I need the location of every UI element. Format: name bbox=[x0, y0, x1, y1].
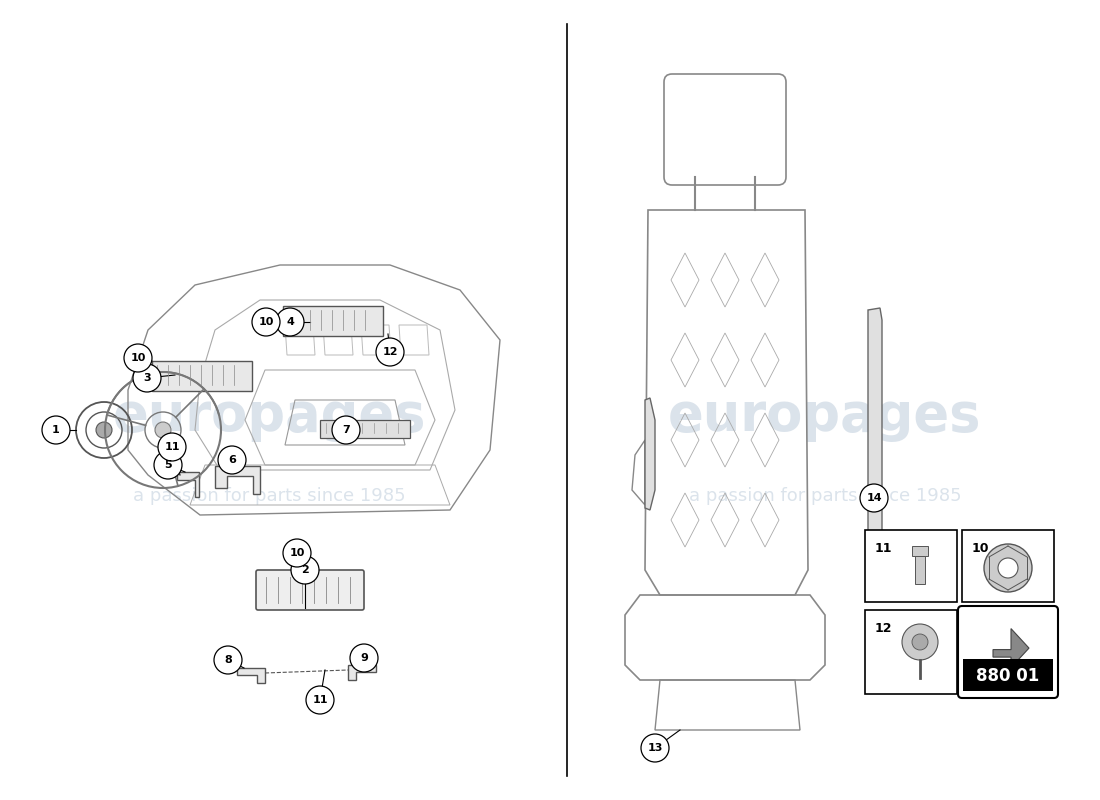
Circle shape bbox=[214, 646, 242, 674]
Circle shape bbox=[998, 558, 1018, 578]
Circle shape bbox=[912, 634, 928, 650]
Circle shape bbox=[42, 416, 70, 444]
Polygon shape bbox=[214, 466, 260, 494]
Circle shape bbox=[350, 644, 378, 672]
Text: 12: 12 bbox=[874, 622, 892, 635]
Polygon shape bbox=[645, 398, 654, 510]
Text: 10: 10 bbox=[258, 317, 274, 327]
Circle shape bbox=[306, 686, 334, 714]
Circle shape bbox=[218, 446, 246, 474]
FancyBboxPatch shape bbox=[958, 606, 1058, 698]
Bar bbox=[915, 556, 925, 584]
Text: 13: 13 bbox=[647, 743, 662, 753]
Bar bbox=[865, 530, 957, 602]
Circle shape bbox=[902, 624, 938, 660]
Text: europages: europages bbox=[669, 390, 981, 442]
Text: 14: 14 bbox=[866, 493, 882, 503]
FancyBboxPatch shape bbox=[256, 570, 364, 610]
Circle shape bbox=[641, 734, 669, 762]
Text: 3: 3 bbox=[143, 373, 151, 383]
Text: 10: 10 bbox=[289, 548, 305, 558]
Circle shape bbox=[96, 422, 112, 438]
Text: 12: 12 bbox=[383, 347, 398, 357]
Text: 7: 7 bbox=[342, 425, 350, 435]
Circle shape bbox=[292, 556, 319, 584]
Bar bbox=[283, 306, 383, 336]
Text: a passion for parts since 1985: a passion for parts since 1985 bbox=[133, 487, 406, 505]
Polygon shape bbox=[993, 629, 1028, 667]
Circle shape bbox=[283, 539, 311, 567]
Text: 1: 1 bbox=[52, 425, 59, 435]
Circle shape bbox=[252, 308, 280, 336]
Circle shape bbox=[376, 338, 404, 366]
Circle shape bbox=[155, 422, 170, 438]
Text: 11: 11 bbox=[874, 542, 892, 555]
Text: 8: 8 bbox=[224, 655, 232, 665]
Polygon shape bbox=[868, 308, 882, 592]
Text: 11: 11 bbox=[312, 695, 328, 705]
Bar bbox=[865, 610, 957, 694]
Bar bbox=[962, 658, 1053, 691]
Circle shape bbox=[984, 544, 1032, 592]
Circle shape bbox=[158, 433, 186, 461]
Text: 10: 10 bbox=[130, 353, 145, 363]
Bar bbox=[152, 361, 252, 391]
Circle shape bbox=[860, 484, 888, 512]
Text: 11: 11 bbox=[164, 442, 179, 452]
Circle shape bbox=[133, 364, 161, 392]
Text: europages: europages bbox=[112, 390, 427, 442]
Text: 880 01: 880 01 bbox=[977, 667, 1040, 686]
Text: 10: 10 bbox=[972, 542, 990, 555]
Circle shape bbox=[154, 451, 182, 479]
Bar bbox=[320, 420, 410, 438]
Circle shape bbox=[124, 344, 152, 372]
Circle shape bbox=[332, 416, 360, 444]
Text: 6: 6 bbox=[228, 455, 235, 465]
Text: a passion for parts since 1985: a passion for parts since 1985 bbox=[689, 487, 961, 505]
Polygon shape bbox=[236, 668, 265, 683]
Polygon shape bbox=[177, 472, 199, 497]
Text: 2: 2 bbox=[301, 565, 309, 575]
Circle shape bbox=[276, 308, 304, 336]
Text: 9: 9 bbox=[360, 653, 367, 663]
Text: 5: 5 bbox=[164, 460, 172, 470]
Bar bbox=[912, 546, 928, 556]
Text: 4: 4 bbox=[286, 317, 294, 327]
Bar bbox=[962, 530, 1054, 602]
Polygon shape bbox=[348, 665, 376, 680]
